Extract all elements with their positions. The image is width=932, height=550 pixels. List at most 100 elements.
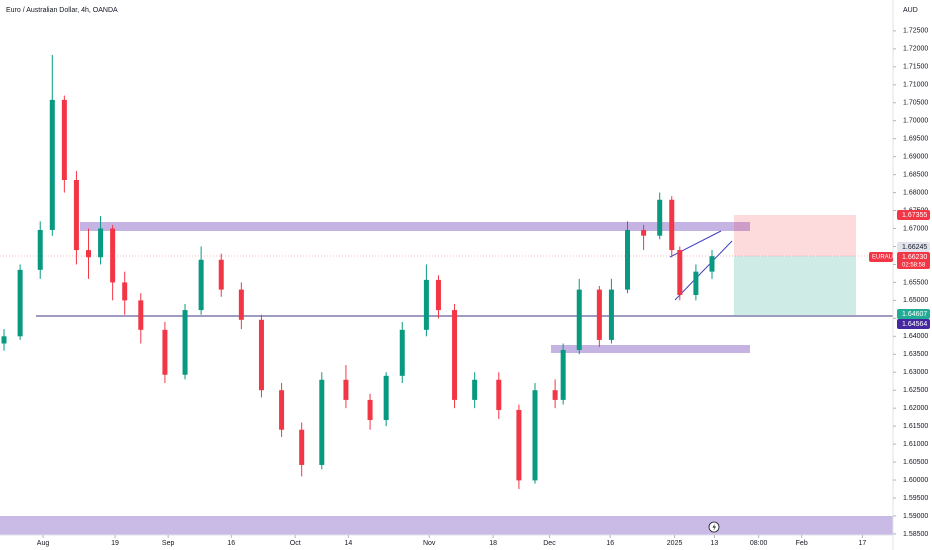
y-tick-label: 1.68000: [903, 189, 928, 196]
level-label: 1.64564: [902, 321, 927, 328]
x-tick-label: Sep: [162, 540, 175, 547]
zone-resistance: [80, 222, 750, 231]
y-tick-label: 1.65000: [903, 297, 928, 304]
candle-body: [138, 300, 144, 330]
candle-body: [98, 228, 104, 258]
candle-body: [218, 259, 224, 290]
x-tick-label: Oct: [290, 540, 301, 547]
candle-body: [399, 329, 405, 376]
bid-tag: [897, 242, 930, 252]
drawings: [0, 215, 893, 535]
y-tick-label: 1.72000: [903, 46, 928, 53]
candle-body: [472, 379, 478, 400]
x-tick-label: 16: [227, 540, 235, 547]
candle-body: [17, 269, 23, 337]
candles: [1, 54, 715, 490]
x-tick-label: 2025: [667, 540, 683, 547]
candle-body: [182, 310, 188, 375]
x-tick-label: 18: [489, 540, 497, 547]
x-tick-label: Nov: [423, 540, 436, 547]
price-tags: 1.67355 1.66245 EURAUD 1.66230 02:58:58 …: [869, 210, 930, 329]
axis: 1.58500 1.59000 1.59500 1.60000 1.60500 1.610…: [37, 28, 929, 547]
candle-body: [496, 379, 502, 410]
x-tick-label: 08:00: [750, 540, 768, 547]
last-tag: [897, 252, 930, 269]
candle-body: [110, 228, 116, 283]
countdown: 02:58:58: [902, 263, 926, 269]
candle-body: [383, 375, 389, 421]
y-tick-label: 1.70500: [903, 100, 928, 107]
x-tick-label: 19: [111, 540, 119, 547]
candle-body: [608, 289, 614, 340]
bid-label: 1.66245: [902, 244, 927, 251]
candle-body: [596, 289, 602, 340]
target-tag: [897, 309, 930, 319]
x-tick-label: 16: [606, 540, 614, 547]
y-tick-label: 1.62500: [903, 387, 928, 394]
y-tick-label: 1.67000: [903, 225, 928, 232]
candle-body: [423, 279, 429, 330]
symbol-label: EURAUD: [872, 255, 898, 261]
candle-body: [669, 199, 675, 251]
x-tick-label: 14: [344, 540, 352, 547]
y-tick-label: 1.69000: [903, 153, 928, 160]
zone-bottom: [0, 516, 893, 535]
candle-body: [122, 282, 128, 301]
candle-body: [452, 310, 458, 400]
candle-body: [709, 256, 715, 272]
candle-body: [677, 250, 683, 295]
candle-body: [693, 271, 699, 295]
candle-body: [198, 259, 204, 311]
y-tick-label: 1.68500: [903, 171, 928, 178]
candle-body: [85, 250, 91, 258]
y-tick-label: 1.61500: [903, 423, 928, 430]
symbol-tag: [869, 252, 893, 262]
x-tick-label: Feb: [796, 540, 808, 547]
candle-body: [552, 390, 558, 400]
candle-body: [49, 99, 55, 230]
candle-body: [641, 229, 647, 236]
bolt: [712, 523, 716, 531]
replay-button[interactable]: [708, 521, 720, 533]
candle-body: [343, 379, 349, 400]
y-tick-label: 1.65500: [903, 279, 928, 286]
y-tick-label: 1.61000: [903, 441, 928, 448]
level-tag: [897, 319, 930, 329]
risk-zone: [734, 215, 856, 256]
x-tick-label: Aug: [37, 540, 50, 547]
candle-body: [657, 199, 663, 236]
y-tick-label: 1.69500: [903, 136, 928, 143]
candle-body: [516, 409, 522, 481]
candle-body: [299, 429, 305, 465]
candle-body: [625, 229, 631, 290]
candle-body: [319, 379, 325, 465]
candle-body: [279, 390, 285, 430]
candle-body: [73, 180, 79, 251]
y-tick-label: 1.58500: [903, 531, 928, 538]
y-tick-label: 1.70000: [903, 118, 928, 125]
candle-body: [1, 336, 7, 344]
zone-support: [551, 345, 750, 353]
candle-body: [560, 349, 566, 400]
y-tick-label: 1.62000: [903, 405, 928, 412]
y-tick-label: 1.60500: [903, 459, 928, 466]
y-tick-label: 1.63500: [903, 351, 928, 358]
y-tick-label: 1.59500: [903, 495, 928, 502]
candle-body: [367, 399, 373, 421]
candle-body: [37, 229, 43, 270]
reward-zone: [734, 256, 856, 315]
last-label: 1.66230: [902, 254, 927, 261]
axis-unit: AUD: [903, 7, 918, 14]
y-tick-label: 1.60000: [903, 477, 928, 484]
y-tick-label: 1.59000: [903, 513, 928, 520]
candle-body: [238, 289, 244, 320]
y-tick-label: 1.63000: [903, 369, 928, 376]
y-tick-label: 1.64000: [903, 333, 928, 340]
candle-body: [576, 289, 582, 350]
stop-label: 1.67355: [902, 212, 927, 219]
target-label: 1.64607: [902, 311, 927, 318]
candle-body: [162, 329, 168, 375]
y-tick-label: 1.72500: [903, 28, 928, 35]
stop-tag: [897, 210, 930, 220]
